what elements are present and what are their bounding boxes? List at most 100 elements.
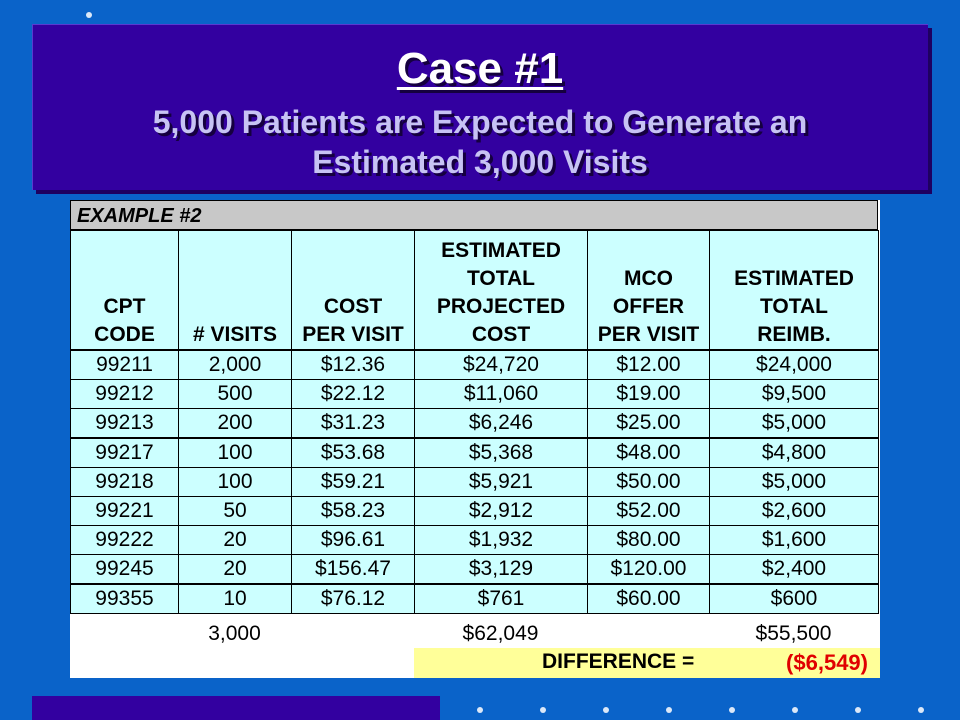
column-header-line: ESTIMATED [441, 239, 561, 262]
table-row: 99221 50 $58.23 $2,912 $52.00 $2,600 [70, 496, 879, 526]
column-header: COST PER VISIT [291, 230, 415, 351]
table-cell: $11,060 [414, 379, 588, 409]
table-cell: $3,129 [414, 554, 588, 585]
table-cell: $96.61 [291, 525, 415, 555]
column-header-line: REIMB. [757, 323, 831, 346]
table-cell: $52.00 [587, 496, 710, 526]
table-cell: $59.21 [291, 467, 415, 497]
table-cell: $9,500 [709, 379, 879, 409]
decorative-dot [855, 707, 861, 713]
decorative-dot [792, 707, 798, 713]
table-row: 99211 2,000 $12.36 $24,720 $12.00 $24,000 [70, 349, 879, 380]
table-cell: 99222 [70, 525, 179, 555]
table-cell: $31.23 [291, 408, 415, 439]
table-cell: $12.36 [291, 349, 415, 380]
column-header: MCO OFFER PER VISIT [587, 230, 710, 351]
table-cell: 100 [178, 467, 292, 497]
table-cell: $6,246 [414, 408, 588, 439]
column-header-line: COST [323, 295, 383, 318]
column-header-line: PER VISIT [302, 323, 404, 346]
difference-label: DIFFERENCE = [542, 650, 695, 673]
table-cell: 500 [178, 379, 292, 409]
table-cell: 50 [178, 496, 292, 526]
table-cell: 99221 [70, 496, 179, 526]
table-row: 99355 10 $76.12 $761 $60.00 $600 [70, 583, 879, 614]
table-cell: $25.00 [587, 408, 710, 439]
table-cell: 2,000 [178, 349, 292, 380]
column-header-line: TOTAL [466, 267, 536, 290]
table-cell: $761 [414, 583, 588, 614]
table-cell: 20 [178, 554, 292, 585]
table-cell: $156.47 [291, 554, 415, 585]
column-header: ESTIMATED TOTAL PROJECTED COST [414, 230, 588, 351]
table-cell: $22.12 [291, 379, 415, 409]
column-header-line: MCO [624, 267, 673, 290]
table-cell: $2,400 [709, 554, 879, 585]
table-cell: $76.12 [291, 583, 415, 614]
column-header: # VISITS [178, 230, 292, 351]
table-row: 99212 500 $22.12 $11,060 $19.00 $9,500 [70, 379, 879, 409]
column-header-line: TOTAL [759, 295, 829, 318]
column-header: CPT CODE [70, 230, 179, 351]
difference-box: DIFFERENCE = ($6,549) [414, 648, 880, 678]
table-cell: $24,720 [414, 349, 588, 380]
table-cell: 99245 [70, 554, 179, 585]
decorative-dot [666, 707, 672, 713]
header-row: CPT CODE # VISITS COST PER VISIT ESTIMATED TOT… [70, 230, 879, 351]
slide-title: Case #1 [396, 44, 564, 93]
table-cell: 99355 [70, 583, 179, 614]
example-label: EXAMPLE #2 [70, 200, 878, 230]
decorative-dot [729, 707, 735, 713]
table-cell: $5,000 [709, 408, 879, 439]
table-cell: $600 [709, 583, 879, 614]
spreadsheet-table: EXAMPLE #2 CPT CODE # VISITS COST PER VISIT E… [70, 200, 880, 678]
table-cell: $80.00 [587, 525, 710, 555]
table-cell: 99213 [70, 408, 179, 439]
decorative-dot [540, 707, 546, 713]
table-row: 99213 200 $31.23 $6,246 $25.00 $5,000 [70, 408, 879, 439]
table-cell: 20 [178, 525, 292, 555]
column-header-line: CPT [103, 295, 146, 318]
column-header-line: # VISITS [192, 323, 278, 346]
column-header-line: PROJECTED [436, 295, 566, 318]
column-header-line: COST [471, 323, 531, 346]
table-cell: $24,000 [709, 349, 879, 380]
column-header-line: ESTIMATED [734, 267, 854, 290]
table-cell: 99212 [70, 379, 179, 409]
table-cell: $12.00 [587, 349, 710, 380]
title-banner: Case #1 5,000 Patients are Expected to G… [32, 24, 928, 190]
table-cell: $5,000 [709, 467, 879, 497]
column-header: ESTIMATED TOTAL REIMB. [709, 230, 879, 351]
table-row: 99222 20 $96.61 $1,932 $80.00 $1,600 [70, 525, 879, 555]
subtitle-line-1: 5,000 Patients are Expected to Generate … [152, 104, 808, 140]
table-cell: $48.00 [587, 437, 710, 468]
table-cell: 99217 [70, 437, 179, 468]
decorative-dot [477, 707, 483, 713]
difference-value: ($6,549) [786, 650, 868, 675]
table-cell: $5,921 [414, 467, 588, 497]
table-cell: $120.00 [587, 554, 710, 585]
total-reimbursement: $55,500 [755, 622, 832, 645]
table-cell: $5,368 [414, 437, 588, 468]
table-row: 99218 100 $59.21 $5,921 $50.00 $5,000 [70, 467, 879, 497]
table-cell: 100 [178, 437, 292, 468]
table-cell: $53.68 [291, 437, 415, 468]
table-cell: 99211 [70, 349, 179, 380]
table-cell: $2,600 [709, 496, 879, 526]
table-cell: $50.00 [587, 467, 710, 497]
column-header-line: CODE [94, 323, 155, 346]
table-row: 99245 20 $156.47 $3,129 $120.00 $2,400 [70, 554, 879, 585]
subtitle-line-2: Estimated 3,000 Visits [312, 144, 648, 180]
totals-row: 3,000 $62,049 $55,500 DIFFERENCE = ($6,5… [70, 618, 880, 678]
column-header-line: OFFER [612, 295, 685, 318]
table-cell: $1,932 [414, 525, 588, 555]
decorative-dot [918, 707, 924, 713]
table-cell: 200 [178, 408, 292, 439]
total-visits: 3,000 [208, 622, 261, 645]
table-cell: $58.23 [291, 496, 415, 526]
table-row: 99217 100 $53.68 $5,368 $48.00 $4,800 [70, 437, 879, 468]
data-table: CPT CODE # VISITS COST PER VISIT ESTIMATED TOT… [70, 230, 879, 614]
decorative-dot [86, 12, 92, 18]
total-projected-cost: $62,049 [462, 622, 539, 645]
footer-bar [32, 696, 440, 720]
